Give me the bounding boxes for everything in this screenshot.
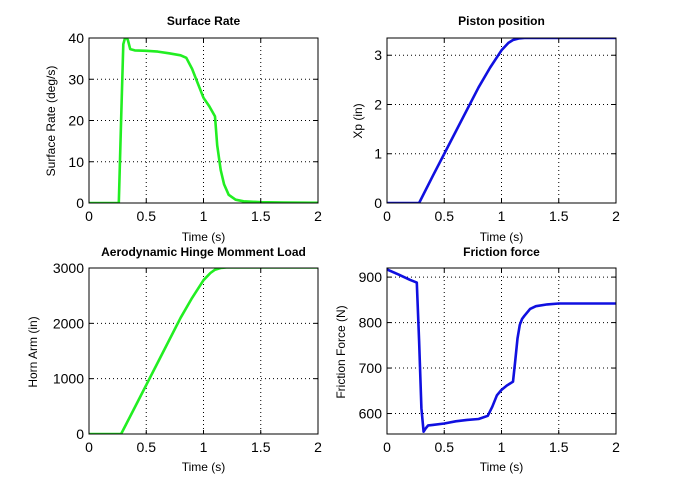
x-tick-label: 1	[200, 439, 208, 455]
y-tick-label: 2000	[53, 315, 84, 331]
x-tick-label: 0	[383, 439, 391, 455]
y-tick-label: 1000	[53, 371, 84, 387]
subplot-surface-rate: Surface Rate Time (s) Surface Rate (deg/…	[44, 14, 322, 244]
y-tick-label: 3000	[53, 260, 84, 276]
y-tick-label: 1	[374, 146, 382, 162]
x-tick-label: 0	[383, 208, 391, 224]
y-tick-label: 40	[68, 30, 84, 46]
x-tick-label: 0	[85, 439, 93, 455]
x-tick-label: 0.5	[435, 439, 455, 455]
y-axis-label: Surface Rate (deg/s)	[44, 66, 58, 177]
x-axis-label: Time (s)	[480, 230, 524, 244]
x-tick-label: 1.5	[549, 208, 569, 224]
subplot-piston-position: Piston position Time (s) Xp (in) 0 0.5 1 1.…	[351, 14, 620, 244]
x-tick-label: 1	[498, 208, 506, 224]
x-tick-label: 2	[612, 439, 620, 455]
series-line	[387, 38, 616, 203]
x-tick-label: 0	[85, 208, 93, 224]
series-line	[89, 268, 318, 434]
y-tick-label: 0	[76, 426, 84, 442]
subplot-friction-force: Friction force Time (s) Friction Force (…	[334, 245, 620, 474]
y-tick-label: 0	[374, 195, 382, 211]
x-tick-label: 0.5	[435, 208, 455, 224]
series-line	[89, 38, 318, 203]
x-tick-label: 0.5	[137, 208, 157, 224]
y-axis-label: Xp (in)	[351, 103, 365, 138]
y-tick-label: 0	[76, 195, 84, 211]
y-tick-label: 600	[359, 406, 383, 422]
y-tick-label: 30	[68, 71, 84, 87]
x-tick-label: 1.5	[251, 439, 271, 455]
y-tick-label: 900	[359, 269, 383, 285]
series-line	[387, 268, 616, 434]
chart-title: Surface Rate	[167, 14, 241, 28]
y-tick-label: 3	[374, 47, 382, 63]
y-tick-label: 800	[359, 315, 383, 331]
y-tick-label: 700	[359, 360, 383, 376]
x-tick-label: 1.5	[251, 208, 271, 224]
chart-title: Friction force	[463, 245, 540, 259]
x-axis-label: Time (s)	[182, 230, 226, 244]
subplot-hinge-moment-load: Aerodynamic Hinge Momment Load Time (s) …	[26, 245, 322, 474]
y-axis-label: Friction Force (N)	[334, 305, 348, 398]
y-tick-label: 2	[374, 96, 382, 112]
x-tick-label: 0.5	[137, 439, 157, 455]
x-tick-label: 2	[314, 208, 322, 224]
y-tick-label: 20	[68, 113, 84, 129]
y-tick-label: 10	[68, 154, 84, 170]
chart-title: Piston position	[458, 14, 545, 28]
x-tick-label: 1.5	[549, 439, 569, 455]
x-tick-label: 2	[314, 439, 322, 455]
x-tick-label: 1	[498, 439, 506, 455]
y-axis-label: Horn Arm (in)	[26, 316, 40, 387]
x-axis-label: Time (s)	[480, 460, 524, 474]
chart-title: Aerodynamic Hinge Momment Load	[101, 245, 306, 259]
x-axis-label: Time (s)	[182, 460, 226, 474]
x-tick-label: 1	[200, 208, 208, 224]
x-tick-label: 2	[612, 208, 620, 224]
